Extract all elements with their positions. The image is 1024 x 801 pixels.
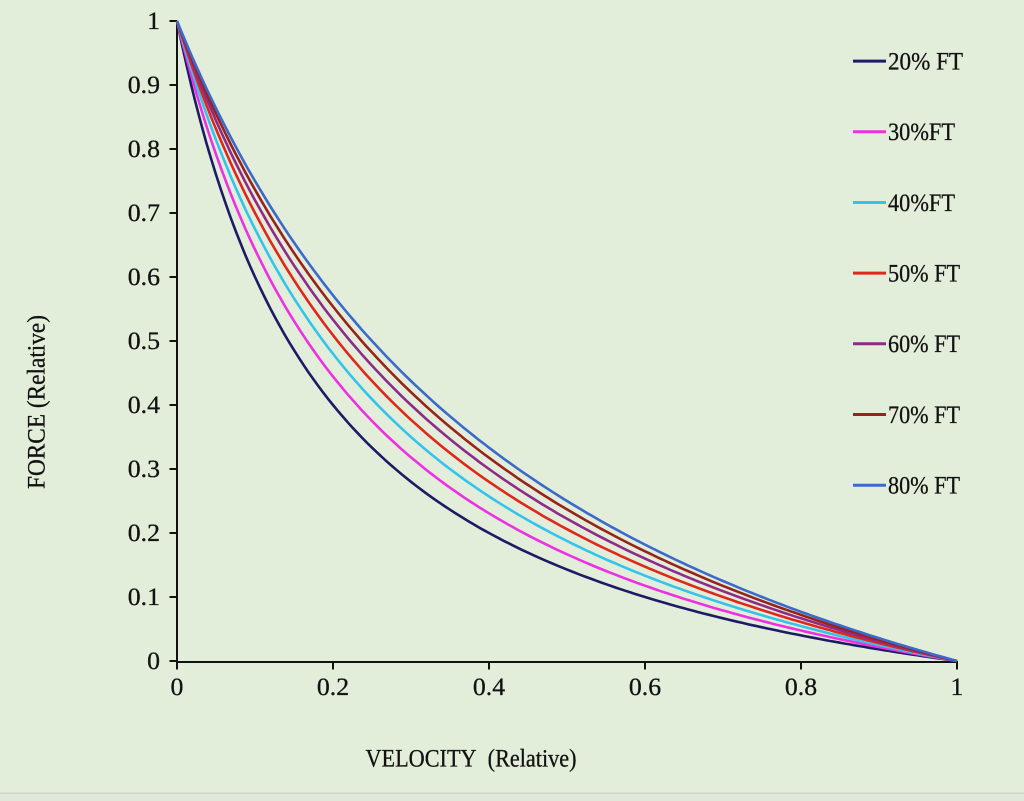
svg-text:FORCE (Relative): FORCE (Relative): [22, 315, 51, 489]
svg-text:1: 1: [951, 672, 964, 701]
svg-text:0.5: 0.5: [128, 326, 160, 355]
svg-text:1: 1: [147, 6, 160, 35]
svg-text:60% FT: 60% FT: [888, 329, 960, 358]
svg-text:20% FT: 20% FT: [888, 46, 963, 75]
svg-text:70% FT: 70% FT: [888, 400, 960, 429]
svg-text:0.1: 0.1: [128, 582, 160, 611]
svg-text:0: 0: [171, 672, 184, 701]
svg-text:0.6: 0.6: [128, 262, 160, 291]
svg-text:80% FT: 80% FT: [888, 471, 960, 500]
svg-text:0: 0: [147, 646, 160, 675]
svg-text:50% FT: 50% FT: [888, 258, 960, 287]
svg-text:0.6: 0.6: [629, 672, 661, 701]
svg-text:0.3: 0.3: [128, 454, 160, 483]
svg-text:0.8: 0.8: [785, 672, 817, 701]
svg-text:0.7: 0.7: [128, 198, 160, 227]
svg-text:0.2: 0.2: [317, 672, 349, 701]
svg-text:0.4: 0.4: [128, 390, 160, 419]
svg-text:40%FT: 40%FT: [888, 188, 955, 217]
svg-text:0.9: 0.9: [128, 70, 160, 99]
svg-text:0.8: 0.8: [128, 134, 160, 163]
svg-text:VELOCITY (Relative): VELOCITY (Relative): [366, 744, 577, 773]
svg-text:0.4: 0.4: [473, 672, 505, 701]
svg-text:0.2: 0.2: [128, 518, 160, 547]
svg-text:30%FT: 30%FT: [888, 117, 955, 146]
